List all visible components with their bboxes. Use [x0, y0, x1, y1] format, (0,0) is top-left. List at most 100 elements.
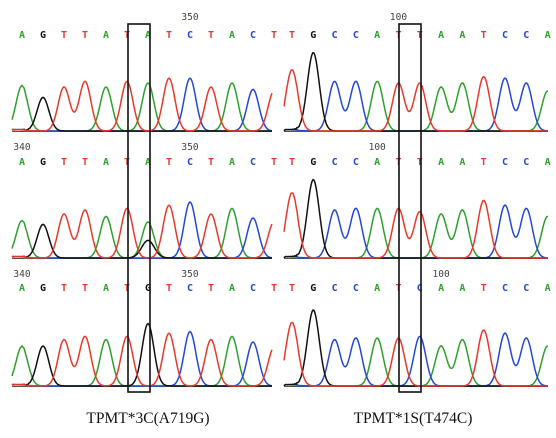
base-call-T: T — [124, 30, 130, 41]
base-call-C: C — [523, 157, 529, 168]
base-call-A: A — [103, 283, 109, 294]
trace-T — [11, 332, 273, 387]
base-call-A: A — [459, 157, 465, 168]
base-call-C: C — [523, 30, 529, 41]
highlight-box-right — [398, 23, 422, 393]
base-call-C: C — [332, 157, 338, 168]
base-call-C: C — [332, 30, 338, 41]
position-label: 350 — [181, 269, 198, 280]
base-call-A: A — [545, 30, 551, 41]
base-call-T: T — [82, 283, 88, 294]
base-call-G: G — [310, 30, 316, 41]
base-call-C: C — [353, 157, 359, 168]
base-call-A: A — [229, 30, 235, 41]
base-call-C: C — [250, 283, 256, 294]
base-call-T: T — [208, 30, 214, 41]
base-call-T: T — [61, 283, 67, 294]
position-label: 350 — [181, 12, 198, 23]
base-call-C: C — [250, 157, 256, 168]
position-label: 100 — [390, 12, 407, 23]
base-call-A: A — [438, 283, 444, 294]
base-call-T: T — [166, 283, 172, 294]
trace-G — [11, 322, 272, 387]
base-call-T: T — [271, 157, 277, 168]
trace-T — [11, 204, 273, 259]
base-call-C: C — [353, 30, 359, 41]
trace-C — [11, 330, 273, 387]
trace-T — [283, 69, 548, 132]
base-call-T: T — [166, 157, 172, 168]
base-call-T: T — [61, 157, 67, 168]
trace-T — [11, 77, 273, 132]
base-call-T: T — [481, 30, 487, 41]
base-call-T: T — [289, 30, 295, 41]
base-call-A: A — [545, 157, 551, 168]
base-call-T: T — [481, 283, 487, 294]
base-call-C: C — [523, 283, 529, 294]
base-call-T: T — [417, 30, 423, 41]
base-call-T: T — [289, 283, 295, 294]
trace-A — [11, 335, 272, 387]
base-call-A: A — [19, 30, 25, 41]
base-call-T: T — [289, 157, 295, 168]
trace-C — [283, 77, 548, 132]
caption-right: TPMT*1S(T474C) — [354, 410, 473, 427]
base-call-T: T — [208, 283, 214, 294]
position-label: 100 — [369, 142, 386, 153]
base-call-T: T — [82, 30, 88, 41]
base-call-T: T — [271, 30, 277, 41]
base-call-G: G — [40, 30, 46, 41]
base-call-T: T — [82, 157, 88, 168]
base-call-A: A — [438, 30, 444, 41]
trace-C — [283, 332, 548, 387]
base-call-C: C — [417, 283, 423, 294]
base-call-A: A — [19, 283, 25, 294]
base-call-T: T — [124, 283, 130, 294]
base-call-A: A — [145, 157, 151, 168]
base-call-A: A — [374, 157, 380, 168]
base-call-A: A — [459, 283, 465, 294]
base-call-A: A — [103, 157, 109, 168]
base-call-A: A — [374, 283, 380, 294]
base-call-A: A — [374, 30, 380, 41]
trace-T — [283, 321, 548, 387]
base-call-T: T — [166, 30, 172, 41]
position-label: 340 — [13, 269, 30, 280]
base-call-C: C — [187, 283, 193, 294]
base-call-C: C — [250, 30, 256, 41]
base-call-G: G — [40, 283, 46, 294]
base-call-A: A — [145, 30, 151, 41]
base-call-C: C — [187, 157, 193, 168]
base-call-T: T — [481, 157, 487, 168]
base-call-G: G — [310, 283, 316, 294]
base-call-T: T — [271, 283, 277, 294]
base-call-C: C — [502, 30, 508, 41]
position-label: 350 — [181, 142, 198, 153]
base-call-A: A — [103, 30, 109, 41]
trace-A — [11, 82, 272, 132]
base-call-T: T — [61, 30, 67, 41]
caption-left: TPMT*3C(A719G) — [86, 410, 209, 427]
trace-C — [283, 204, 548, 259]
base-call-C: C — [502, 283, 508, 294]
panel-tpmt3c: 350 A G T T A T A T C T A C T 340 350 A G T T A T A T C T A C T 340 35… — [11, 12, 277, 387]
base-call-T: T — [417, 157, 423, 168]
base-call-A: A — [459, 30, 465, 41]
base-call-A: A — [229, 157, 235, 168]
base-call-C: C — [502, 157, 508, 168]
base-call-A: A — [229, 283, 235, 294]
base-call-A: A — [19, 157, 25, 168]
position-label: 340 — [13, 142, 30, 153]
base-call-A: A — [438, 157, 444, 168]
base-call-C: C — [353, 283, 359, 294]
base-call-T: T — [208, 157, 214, 168]
highlight-box-left — [127, 23, 151, 393]
position-label: 100 — [433, 269, 450, 280]
trace-A — [11, 207, 272, 259]
trace-T — [283, 192, 548, 259]
base-call-C: C — [332, 283, 338, 294]
base-call-G: G — [145, 283, 151, 294]
